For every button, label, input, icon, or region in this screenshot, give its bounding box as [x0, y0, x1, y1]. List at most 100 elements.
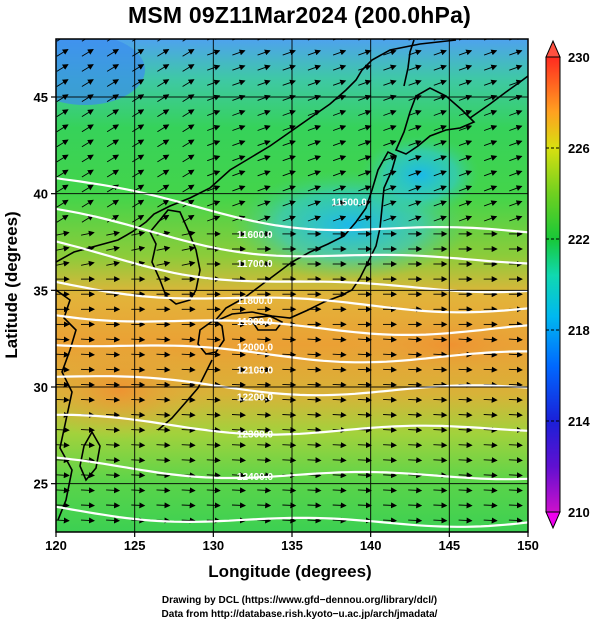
wind-arrow — [433, 411, 448, 418]
wind-arrow — [257, 215, 271, 222]
wind-arrow — [307, 215, 322, 222]
wind-arrow — [458, 155, 473, 162]
wind-arrow — [156, 502, 171, 509]
wind-arrow — [433, 502, 448, 509]
wind-arrow — [408, 155, 422, 162]
wind-arrow — [56, 214, 69, 223]
wind-arrow — [483, 124, 498, 131]
wind-arrow — [232, 79, 246, 86]
wind-arrow — [81, 48, 94, 57]
contour-label: 12400.0 — [237, 472, 274, 483]
wind-arrow — [332, 396, 347, 403]
wind-arrow — [332, 487, 347, 494]
wind-arrow — [332, 200, 347, 207]
wind-arrow — [358, 109, 372, 116]
wind-arrow — [132, 169, 145, 178]
wind-arrow — [307, 336, 322, 343]
wind-arrow — [80, 517, 95, 524]
wind-arrow — [157, 199, 170, 208]
coastline-hokkaido — [394, 87, 476, 155]
wind-arrow — [181, 411, 196, 418]
wind-arrow — [433, 200, 447, 207]
coastline-china-south — [56, 289, 77, 521]
wind-arrow — [131, 396, 146, 403]
wind-arrow — [307, 366, 322, 373]
wind-arrow — [106, 169, 120, 178]
wind-arrow — [483, 502, 498, 509]
wind-arrow — [106, 124, 120, 133]
wind-arrow — [106, 245, 120, 252]
wind-arrow — [483, 472, 498, 479]
wind-arrow — [182, 64, 195, 72]
wind-arrow — [231, 396, 246, 403]
wind-arrow — [358, 185, 372, 192]
wind-arrow — [357, 487, 372, 494]
wind-arrow — [357, 396, 372, 403]
wind-arrow — [458, 472, 473, 479]
wind-arrow — [282, 442, 297, 449]
wind-arrow — [257, 109, 271, 116]
wind-arrow — [106, 94, 120, 102]
wind-arrow — [157, 79, 170, 87]
wind-arrow — [257, 396, 272, 403]
wind-arrow — [157, 39, 170, 42]
wind-arrow — [157, 48, 170, 57]
wind-arrow — [508, 396, 523, 403]
coastline-korea — [149, 209, 201, 305]
wind-arrow — [509, 155, 523, 162]
wind-arrow — [231, 381, 246, 388]
y-tick-label: 45 — [34, 90, 48, 105]
wind-arrow — [433, 487, 448, 494]
wind-arrow — [332, 472, 347, 479]
wind-arrow — [383, 442, 397, 449]
wind-arrow — [56, 487, 70, 494]
wind-arrow — [433, 49, 447, 56]
wind-arrow — [157, 169, 170, 178]
wind-arrow — [433, 351, 448, 358]
wind-arrow — [257, 200, 271, 207]
wind-arrow — [508, 517, 523, 524]
wind-arrow — [458, 170, 473, 177]
wind-arrow — [433, 336, 448, 343]
wind-arrow — [56, 381, 70, 388]
wind-arrow — [433, 170, 447, 177]
wind-arrow — [483, 517, 498, 524]
wind-arrow — [433, 79, 447, 86]
credit-drawing: Drawing by DCL (https://www.gfd−dennou.o… — [161, 595, 438, 606]
x-tick-label: 145 — [438, 538, 460, 553]
wind-arrow — [508, 351, 523, 358]
wind-arrow — [80, 396, 95, 403]
wind-arrow — [232, 124, 246, 131]
contour-label: 12300.0 — [237, 429, 274, 440]
wind-arrow — [433, 185, 447, 192]
wind-arrow — [81, 94, 94, 102]
wind-arrow — [257, 64, 271, 71]
wind-arrow — [458, 124, 473, 131]
wind-arrow — [483, 351, 498, 358]
credits: Drawing by DCL (https://www.gfd−dennou.o… — [0, 594, 599, 622]
wind-arrow — [131, 502, 146, 509]
wind-arrow — [106, 48, 120, 57]
wind-arrow — [383, 64, 397, 71]
wind-arrow — [56, 39, 69, 42]
wind-arrow — [106, 472, 121, 479]
wind-arrow — [232, 140, 246, 147]
wind-arrow — [282, 487, 297, 494]
wind-arrow — [56, 502, 70, 509]
x-axis-title: Longitude (degrees) — [208, 562, 371, 581]
wind-arrow — [106, 411, 121, 418]
wind-arrow — [383, 381, 397, 388]
colorbar-tick-label: 222 — [568, 232, 590, 247]
wind-arrow — [156, 245, 171, 252]
wind-arrow — [257, 366, 272, 373]
wind-arrow — [458, 200, 473, 207]
wind-arrow — [232, 64, 246, 71]
wind-arrow — [408, 487, 423, 494]
wind-arrow — [106, 502, 121, 509]
map-figure: 11500.0 11600.0 11700.0 11800.0 11900.0 12000… — [2, 38, 590, 581]
wind-arrow — [106, 64, 120, 72]
wind-arrow — [106, 351, 121, 358]
wind-arrow — [307, 442, 322, 449]
wind-arrow — [483, 411, 498, 418]
wind-arrow — [257, 442, 272, 449]
